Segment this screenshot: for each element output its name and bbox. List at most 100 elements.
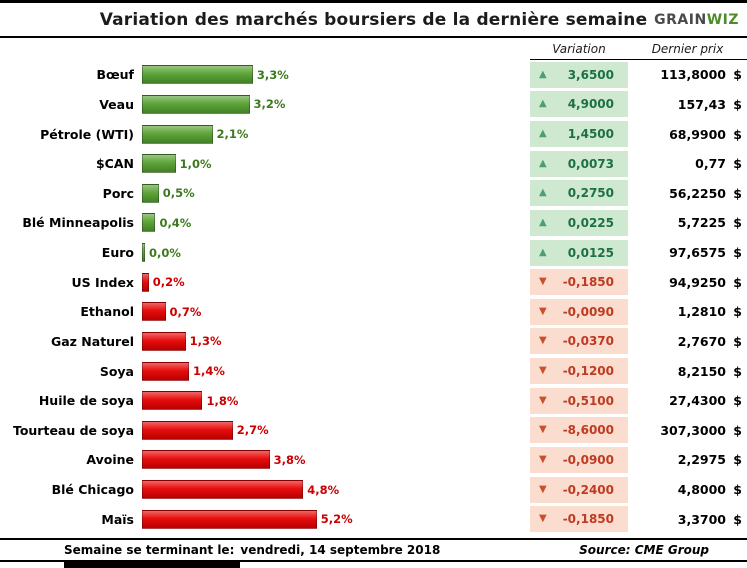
variation-value: 3,6500 (567, 67, 614, 82)
currency-symbol: $ (733, 215, 742, 231)
market-row: Soya 1,4% ▼ -0,1200 8,2150 $ (0, 356, 747, 386)
triangle-down-icon: ▼ (539, 276, 547, 288)
price-cell: 27,4300 $ (628, 393, 747, 408)
footer-bar: Semaine se terminant le: vendredi, 14 sep… (0, 538, 747, 562)
value-bar (142, 331, 186, 351)
market-row: Tourteau de soya 2,7% ▼ -8,6000 307,3000 $ (0, 416, 747, 446)
category-label: Soya (99, 363, 134, 379)
currency-symbol: $ (733, 126, 742, 142)
variation-value: 0,0225 (567, 215, 614, 230)
variation-cell: ▲ 3,6500 (530, 61, 628, 88)
currency-symbol: $ (733, 304, 742, 320)
triangle-down-icon: ▼ (539, 394, 547, 406)
price-cell: 1,2810 $ (628, 304, 747, 319)
price-value: 5,7225 (677, 215, 726, 231)
price-value: 3,3700 (677, 511, 726, 527)
currency-symbol: $ (733, 393, 742, 409)
price-cell: 4,8000 $ (628, 482, 747, 497)
currency-symbol: $ (733, 422, 742, 438)
week-ending-date: vendredi, 14 septembre 2018 (240, 543, 441, 557)
category-label: Avoine (86, 452, 134, 468)
bar-zone: 1,4% (140, 361, 530, 381)
currency-symbol: $ (733, 511, 742, 527)
variation-value: -0,1850 (562, 275, 614, 290)
bar-zone: 5,2% (140, 509, 530, 529)
value-bar (142, 243, 145, 263)
triangle-up-icon: ▲ (539, 98, 547, 110)
market-row: Porc 0,5% ▲ 0,2750 56,2250 $ (0, 179, 747, 209)
price-cell: 2,2975 $ (628, 452, 747, 467)
category-label: Huile de soya (38, 393, 134, 409)
category-label: Bœuf (96, 67, 134, 83)
variation-value: -0,5100 (562, 393, 614, 408)
value-bar (142, 361, 190, 381)
price-value: 27,4300 (669, 393, 726, 409)
category-label: Veau (99, 96, 134, 112)
triangle-up-icon: ▲ (539, 68, 547, 80)
bar-zone: 0,0% (140, 243, 530, 263)
category-label: Gaz Naturel (50, 333, 134, 349)
market-row: US Index 0,2% ▼ -0,1850 94,9250 $ (0, 267, 747, 297)
market-row: Veau 3,2% ▲ 4,9000 157,43 $ (0, 90, 747, 120)
bar-value-label: 0,7% (169, 304, 202, 319)
category-label: Tourteau de soya (12, 422, 134, 438)
variation-cell: ▼ -0,1200 (530, 358, 628, 385)
value-bar (142, 450, 270, 470)
price-value: 113,8000 (660, 67, 726, 83)
bar-value-label: 1,3% (189, 334, 222, 349)
page-title: Variation des marchés boursiers de la de… (99, 9, 648, 30)
price-value: 56,2250 (669, 185, 726, 201)
variation-value: 4,9000 (567, 97, 614, 112)
week-ending-text: Semaine se terminant le: vendredi, 14 sep… (64, 543, 440, 557)
table-column-headers: Variation Dernier prix (530, 38, 747, 60)
variation-value: -0,1200 (562, 364, 614, 379)
title-bar: Variation des marchés boursiers de la de… (0, 0, 747, 38)
value-bar (142, 509, 317, 529)
market-row: Maïs 5,2% ▼ -0,1850 3,3700 $ (0, 504, 747, 534)
price-value: 0,77 (695, 156, 726, 172)
triangle-down-icon: ▼ (539, 365, 547, 377)
value-bar (142, 272, 149, 292)
category-label: $CAN (95, 156, 134, 172)
bar-value-label: 3,2% (253, 97, 286, 112)
currency-symbol: $ (733, 274, 742, 290)
bar-zone: 0,4% (140, 213, 530, 233)
market-row: $CAN 1,0% ▲ 0,0073 0,77 $ (0, 149, 747, 179)
variation-value: -0,0900 (562, 452, 614, 467)
currency-symbol: $ (733, 67, 742, 83)
column-header-price: Dernier prix (651, 41, 724, 56)
variation-value: 0,0073 (567, 156, 614, 171)
price-value: 68,9900 (669, 126, 726, 142)
bar-value-label: 1,4% (193, 364, 225, 379)
bar-value-label: 0,0% (149, 245, 181, 260)
bar-value-label: 2,1% (216, 127, 249, 142)
category-label: Blé Minneapolis (22, 215, 134, 231)
category-label: Blé Chicago (51, 482, 134, 498)
price-cell: 3,3700 $ (628, 512, 747, 527)
variation-cell: ▼ -8,6000 (530, 417, 628, 444)
market-row: Ethanol 0,7% ▼ -0,0090 1,2810 $ (0, 297, 747, 327)
variation-cell: ▲ 0,0073 (530, 150, 628, 177)
category-label: US Index (71, 274, 134, 290)
price-cell: 97,6575 $ (628, 245, 747, 260)
price-cell: 113,8000 $ (628, 67, 747, 82)
currency-symbol: $ (733, 156, 742, 172)
variation-cell: ▲ 4,9000 (530, 91, 628, 118)
variation-cell: ▼ -0,0370 (530, 328, 628, 355)
variation-cell: ▼ -0,0090 (530, 298, 628, 325)
price-value: 94,9250 (669, 274, 726, 290)
bar-value-label: 2,7% (236, 423, 269, 438)
price-value: 97,6575 (669, 245, 726, 261)
variation-value: -0,0370 (562, 334, 614, 349)
bar-zone: 0,5% (140, 183, 530, 203)
triangle-up-icon: ▲ (539, 246, 547, 258)
variation-cell: ▼ -0,0900 (530, 446, 628, 473)
bar-zone: 2,1% (140, 124, 530, 144)
value-bar (142, 302, 166, 322)
bar-zone: 4,8% (140, 480, 530, 500)
triangle-down-icon: ▼ (539, 305, 547, 317)
variation-value: -0,1850 (562, 512, 614, 527)
variation-cell: ▲ 1,4500 (530, 121, 628, 148)
price-value: 1,2810 (677, 304, 726, 320)
